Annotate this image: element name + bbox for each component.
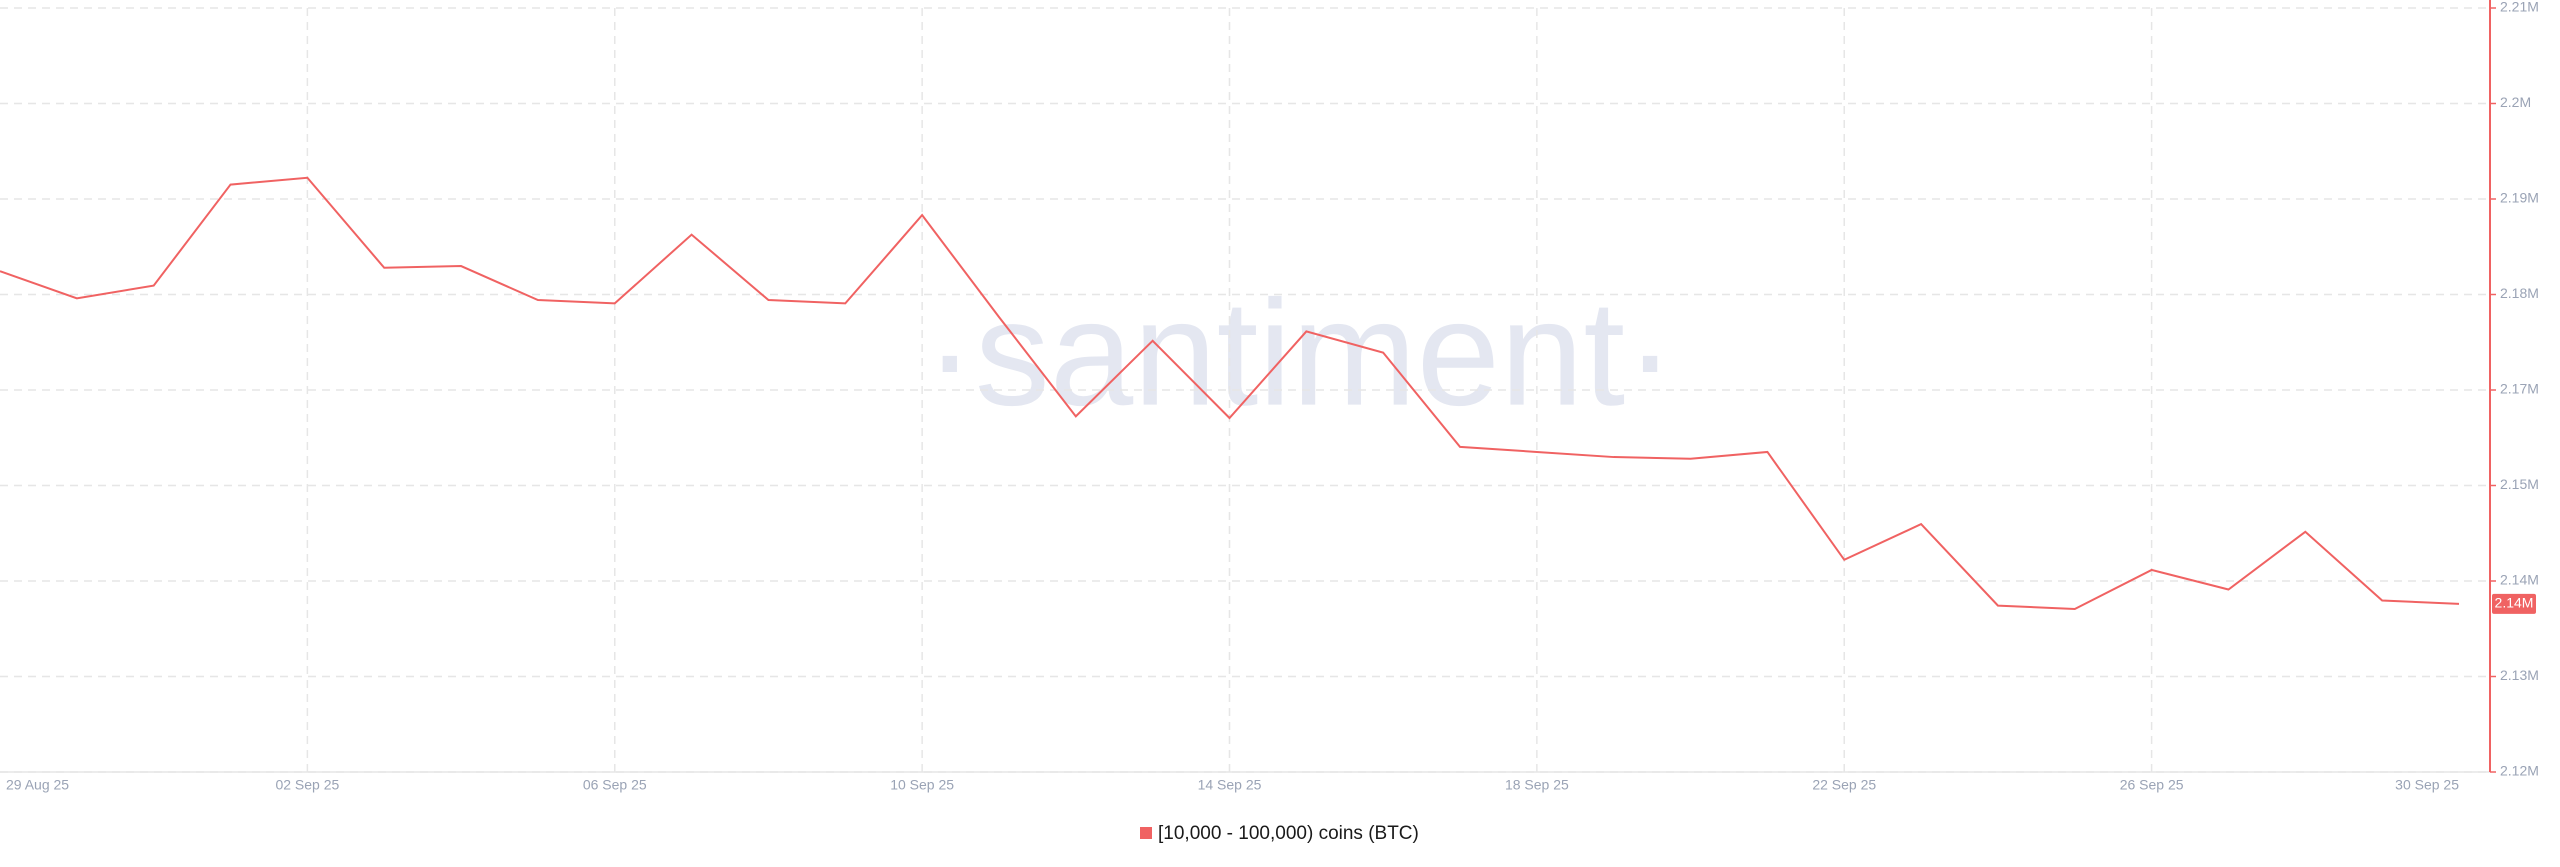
y-tick-label: 2.19M — [2500, 190, 2539, 206]
legend-swatch — [1140, 827, 1152, 839]
legend-label: [10,000 - 100,000) coins (BTC) — [1158, 823, 1419, 844]
watermark: ·santiment· — [925, 269, 1675, 437]
y-tick-label: 2.12M — [2500, 763, 2539, 779]
x-tick-label: 10 Sep 25 — [890, 777, 954, 793]
value-label: 2.14M — [2495, 595, 2534, 611]
x-tick-label: 26 Sep 25 — [2120, 777, 2184, 793]
series-line — [0, 176, 2460, 611]
y-tick-label: 2.17M — [2500, 381, 2539, 397]
y-tick-label: 2.14M — [2500, 572, 2539, 588]
y-tick-label: 2.21M — [2500, 0, 2539, 15]
y-tick-label: 2.15M — [2500, 476, 2539, 492]
x-tick-label: 29 Aug 25 — [6, 777, 69, 793]
x-tick-label: 18 Sep 25 — [1505, 777, 1569, 793]
x-tick-label: 06 Sep 25 — [583, 777, 647, 793]
y-tick-label: 2.13M — [2500, 667, 2539, 683]
value-badge — [2492, 593, 2536, 614]
y-tick-label: 2.2M — [2500, 94, 2531, 110]
x-tick-label: 02 Sep 25 — [275, 777, 339, 793]
y-tick-label: 2.18M — [2500, 285, 2539, 301]
x-tick-label: 30 Sep 25 — [2395, 777, 2459, 793]
x-tick-label: 22 Sep 25 — [1812, 777, 1876, 793]
x-tick-label: 14 Sep 25 — [1198, 777, 1262, 793]
